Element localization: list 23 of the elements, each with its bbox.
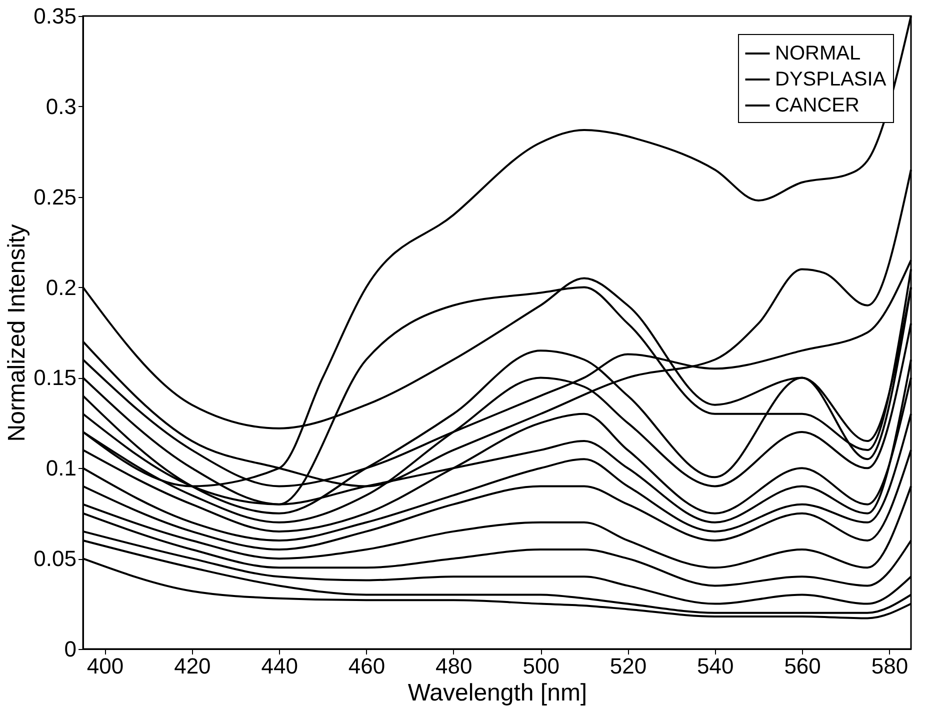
x-tick-label: 420 xyxy=(174,654,211,678)
y-tick-label: 0.1 xyxy=(46,456,76,481)
x-tick-label: 460 xyxy=(348,654,386,678)
legend-label: NORMAL xyxy=(775,42,861,64)
x-tick-label: 480 xyxy=(436,654,472,678)
y-tick-label: 0.3 xyxy=(46,94,76,119)
x-axis-title: Wavelength [nm] xyxy=(408,680,588,706)
y-tick-label: 0.05 xyxy=(34,546,76,572)
y-tick-label: 0.15 xyxy=(34,365,76,390)
x-tick-label: 520 xyxy=(610,654,647,678)
x-tick-label: 500 xyxy=(522,654,560,678)
x-tick-label: 440 xyxy=(261,654,298,678)
y-tick-label: 0 xyxy=(64,636,76,662)
legend-label: CANCER xyxy=(775,94,860,116)
y-axis-title: Normalized Intensity xyxy=(4,224,31,442)
x-tick-label: 560 xyxy=(784,654,821,678)
y-tick-label: 0.25 xyxy=(34,184,76,210)
y-tick-label: 0.2 xyxy=(46,274,76,300)
x-tick-label: 540 xyxy=(697,654,734,678)
x-tick-label: 400 xyxy=(86,654,124,678)
y-tick-label: 0.35 xyxy=(34,4,76,28)
x-tick-label: 580 xyxy=(871,654,908,678)
legend-label: DYSPLASIA xyxy=(775,68,887,90)
